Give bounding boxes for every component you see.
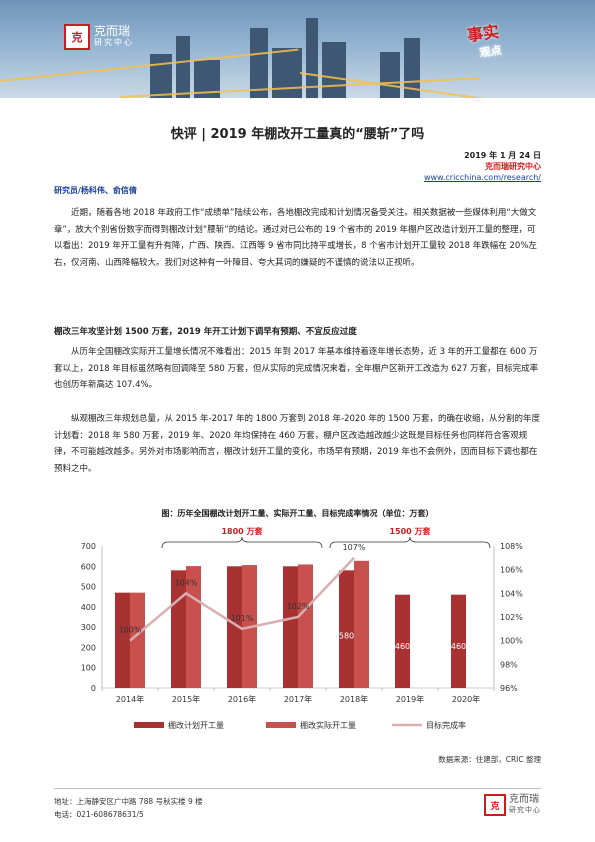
paragraph-trend: 从历年全国棚改实际开工量增长情况不难看出：2015 年到 2017 年基本维持着… [54,347,539,390]
section-heading: 棚改三年攻坚计划 1500 万套，2019 年开工计划下调早有预期、不宜反应过度 [54,327,357,337]
brand-sub: 观点 [478,43,503,60]
bar-planned [171,570,186,688]
bracket-label: 1800 万套 [221,526,263,536]
rate-label: 101% [231,614,254,623]
y-tick-right: 106% [500,566,523,575]
legend-label: 目标完成率 [426,720,466,730]
footer-logo-name: 克而瑞 [509,794,539,805]
bar-actual [354,560,369,688]
footer-logo: 克 克而瑞 研究中心 [484,794,541,816]
rate-label: 107% [343,543,366,552]
y-tick-left: 100 [81,664,96,673]
footer-address: 地址：上海静安区广中路 788 号秋实楼 9 楼 [54,797,203,806]
y-tick-right: 98% [500,660,518,669]
footer-logo-sub: 研究中心 [509,806,541,814]
x-tick-label: 2019年 [396,694,424,704]
rate-line [129,556,355,642]
paragraph-intro: 近期，随着各地 2018 年政府工作“成绩单”陆续公布，各地棚改完成和计划情况备… [54,208,537,268]
x-tick-label: 2020年 [452,694,480,704]
bar-value-label: 580 [339,632,354,641]
y-tick-right: 96% [500,684,518,693]
bracket-1 [161,536,323,549]
publish-date: 2019 年 1 月 24 日 [464,151,541,160]
footer-logo-mark: 克 [484,794,506,816]
x-tick-label: 2017年 [284,694,312,704]
data-source: 数据来源：住建部，CRIC 整理 [438,755,541,764]
y-tick-left: 0 [91,684,96,693]
logo: 克 克而瑞 研究中心 [64,24,134,50]
x-tick-label: 2015年 [172,694,200,704]
legend-label: 棚改实际开工量 [300,720,356,730]
page-title: 快评 | 2019 年棚改开工量真的“腰斩”了吗 [170,127,425,142]
x-tick-label: 2016年 [228,694,256,704]
org-name: 克而瑞研究中心 [485,162,541,171]
y-tick-right: 102% [500,613,523,622]
bar-planned [339,570,354,688]
y-tick-left: 400 [81,603,96,612]
y-tick-right: 100% [500,637,523,646]
y-tick-left: 200 [81,643,96,652]
bracket-label: 1500 万套 [389,526,431,536]
x-tick-label: 2014年 [116,694,144,704]
bar-planned [283,566,298,688]
y-tick-left: 600 [81,562,96,571]
header-banner: 克 克而瑞 研究中心 事实 观点 [0,0,595,98]
footer: 地址：上海静安区广中路 788 号秋实楼 9 楼 电话：021-60867863… [54,795,203,821]
chart-title: 图：历年全国棚改计划开工量、实际开工量、目标完成率情况（单位：万套） [161,509,434,518]
researcher: 研究员/杨科伟、俞信倩 [54,186,137,195]
rate-label: 100% [119,626,142,635]
y-tick-right: 108% [500,542,523,551]
rate-label: 102% [287,602,310,611]
brand-slogan: 事实 观点 [465,18,503,62]
legend-label: 棚改计划开工量 [168,720,224,730]
bar-planned [395,594,410,688]
y-tick-left: 700 [81,542,96,551]
bracket-2 [329,536,491,549]
y-tick-left: 300 [81,623,96,632]
y-tick-right: 104% [500,589,523,598]
x-tick-label: 2018年 [340,694,368,704]
bar-actual [298,564,313,688]
rate-label: 104% [175,578,198,587]
bar-planned [451,594,466,688]
logo-name: 克而瑞 [94,24,131,38]
bar-line-chart: 0 100 200 300 400 500 600 700 96% 98% 100% 102% 104%… [81,526,524,730]
paragraph-plan: 纵观棚改三年规划总量，从 2015 年-2017 年的 1800 万套到 201… [54,414,540,474]
legend-swatch [266,722,296,728]
legend-swatch [134,722,164,728]
logo-mark: 克 [64,24,90,50]
bar-planned [227,566,242,688]
bar-value-label: 460 [395,642,410,651]
footer-phone: 电话：021-60867863 [54,810,132,819]
page-number: 1/5 [131,810,144,819]
logo-sub: 研究中心 [94,38,134,47]
footer-divider [54,788,541,789]
y-tick-left: 500 [81,583,96,592]
bar-actual [130,592,145,688]
meta-block: 2019 年 1 月 24 日 克而瑞研究中心 www.cricchina.co… [424,150,541,183]
website-link[interactable]: www.cricchina.com/research/ [423,173,541,182]
bar-value-label: 460 [451,642,466,651]
bar-planned [115,592,130,688]
